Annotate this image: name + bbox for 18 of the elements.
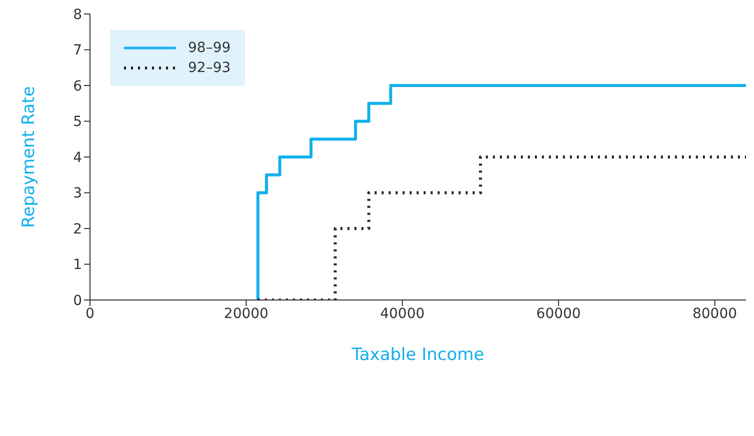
y-tick-label: 4 [73,150,82,166]
y-tick-label: 6 [73,78,82,94]
legend-label: 92–93 [188,60,231,76]
x-tick-label: 20000 [224,306,268,322]
y-tick-label: 2 [73,221,82,238]
x-axis-title: Taxable Income [350,345,484,365]
x-tick-label: 40000 [380,306,425,322]
y-tick-label: 3 [73,186,82,202]
y-tick-label: 1 [73,257,82,274]
y-tick-label: 0 [73,292,82,309]
legend-label: 98–99 [188,40,231,56]
y-tick-label: 7 [73,42,82,59]
x-tick-label: 0 [86,306,94,322]
x-tick-label: 60000 [536,306,581,322]
y-tick-label: 5 [73,114,82,130]
y-tick-label: 8 [73,6,82,23]
y-axis-title: Repayment Rate [19,86,40,228]
x-tick-label: 80000 [692,306,738,322]
